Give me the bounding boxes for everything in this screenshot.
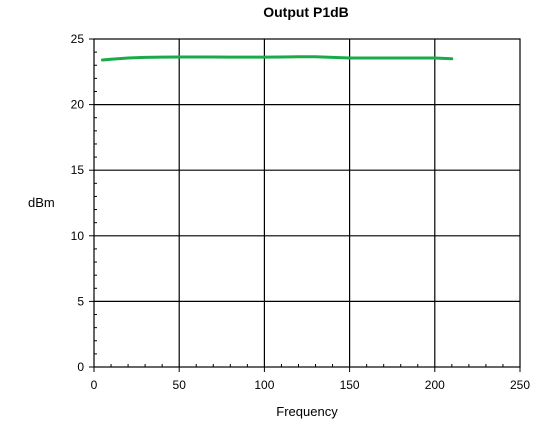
x-tick-label: 200 — [425, 378, 445, 392]
y-axis-label: dBm — [28, 195, 55, 210]
plot-area-frame — [93, 38, 521, 368]
y-tick-label: 5 — [77, 294, 84, 308]
x-tick-labels: 0 50 100 150 200 250 — [91, 378, 531, 392]
y-tick-label: 25 — [71, 32, 85, 46]
x-tick-label: 100 — [254, 378, 274, 392]
y-tick-label: 10 — [71, 229, 85, 243]
x-tick-label: 150 — [340, 378, 360, 392]
x-tick-label: 250 — [510, 378, 530, 392]
series-line — [101, 55, 454, 62]
x-axis-label: Frequency — [276, 404, 338, 419]
grid — [89, 38, 521, 372]
chart-title: Output P1dB — [263, 4, 349, 20]
y-tick-label: 20 — [71, 98, 85, 112]
minor-ticks — [94, 51, 504, 367]
x-tick-label: 0 — [91, 378, 98, 392]
y-tick-label: 0 — [77, 360, 84, 374]
y-tick-labels: 0 5 10 15 20 25 — [71, 32, 85, 374]
y-tick-label: 15 — [71, 163, 85, 177]
x-tick-label: 50 — [173, 378, 187, 392]
